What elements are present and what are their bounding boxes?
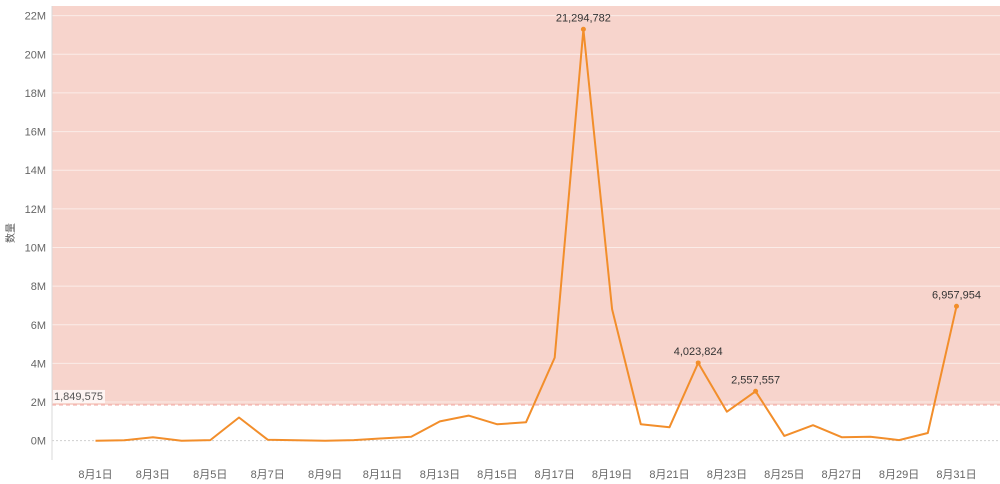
y-tick-label: 8M	[31, 281, 46, 293]
x-tick-label: 8月9日	[308, 469, 342, 481]
x-tick-label: 8月19日	[592, 469, 632, 481]
data-point-marker	[695, 360, 701, 366]
x-tick-label: 8月21日	[649, 469, 689, 481]
data-label: 21,294,782	[556, 12, 611, 24]
data-label: 4,023,824	[674, 346, 723, 358]
x-tick-label: 8月29日	[879, 469, 919, 481]
reference-band	[52, 6, 1000, 405]
y-tick-label: 20M	[25, 49, 46, 61]
y-axis-title: 数量	[4, 223, 17, 243]
x-tick-label: 8月7日	[251, 469, 285, 481]
reference-label: 1,849,575	[54, 391, 103, 403]
x-tick-label: 8月1日	[78, 469, 112, 481]
y-tick-label: 14M	[25, 165, 46, 177]
x-tick-label: 8月25日	[764, 469, 804, 481]
x-tick-label: 8月31日	[936, 469, 976, 481]
x-tick-label: 8月23日	[707, 469, 747, 481]
x-tick-label: 8月11日	[363, 469, 403, 481]
y-tick-label: 22M	[25, 11, 46, 23]
x-tick-label: 8月13日	[420, 469, 460, 481]
y-tick-label: 18M	[25, 88, 46, 100]
data-point-marker	[753, 388, 759, 394]
series-line	[95, 28, 958, 442]
data-point-marker	[954, 303, 959, 309]
data-label: 2,557,557	[731, 374, 780, 386]
reference-label-bg	[53, 389, 105, 403]
y-tick-label: 12M	[25, 204, 46, 216]
y-tick-label: 4M	[31, 358, 46, 370]
x-tick-label: 8月15日	[477, 469, 517, 481]
x-tick-label: 8月5日	[193, 469, 227, 481]
y-tick-label: 0M	[31, 436, 46, 448]
y-tick-label: 2M	[31, 397, 46, 409]
x-tick-label: 8月27日	[822, 469, 862, 481]
y-tick-label: 16M	[25, 127, 46, 139]
x-tick-label: 8月17日	[535, 469, 575, 481]
data-label: 6,957,954	[932, 289, 981, 301]
y-tick-label: 10M	[25, 242, 46, 254]
data-point-marker	[580, 26, 586, 32]
x-tick-label: 8月3日	[136, 469, 170, 481]
y-tick-label: 6M	[31, 320, 46, 332]
